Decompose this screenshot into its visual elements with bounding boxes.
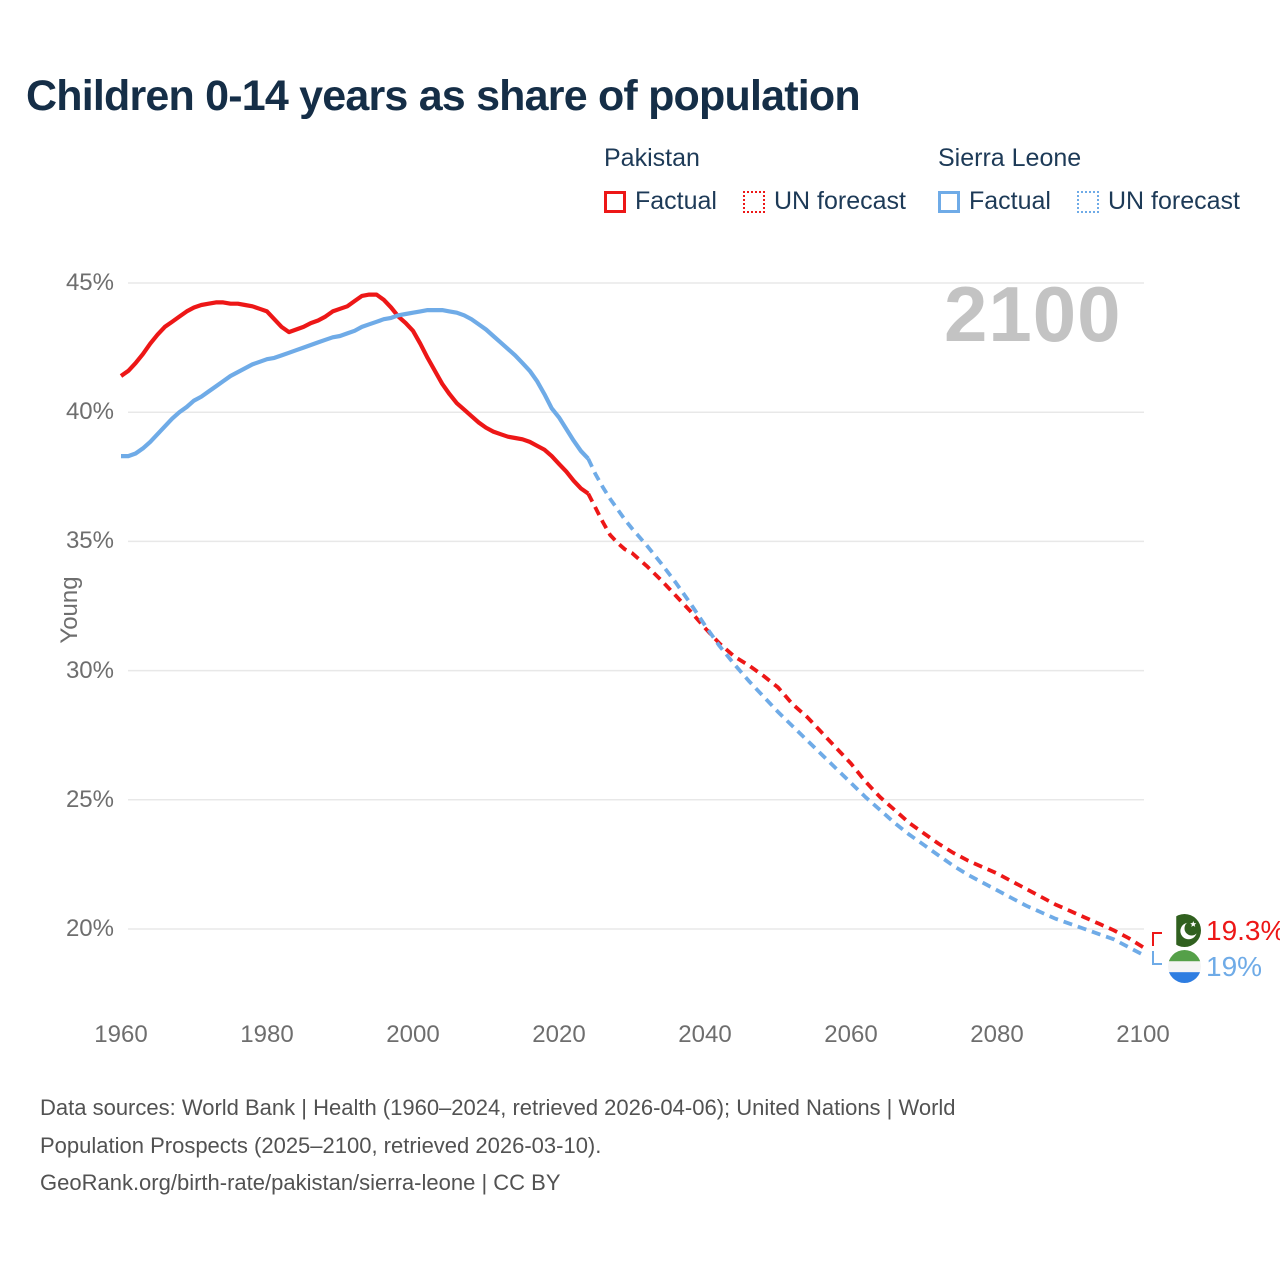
- y-tick-20%: 20%: [65, 915, 114, 942]
- pakistan-label-connector: [1152, 932, 1162, 946]
- footer-line-3: GeoRank.org/birth-rate/pakistan/sierra-l…: [40, 1170, 561, 1195]
- pakistan-end-label: 19.3%: [1168, 914, 1280, 947]
- x-tick-2100: 2100: [1116, 1021, 1170, 1048]
- sierra-leone-factual-swatch-icon: [938, 190, 960, 213]
- sierra-leone-forecast-swatch-icon: [1076, 190, 1099, 213]
- sierra-leone-label-connector: [1152, 951, 1162, 965]
- x-tick-2080: 2080: [970, 1021, 1024, 1048]
- sierra-leone-forecast-line: [586, 457, 1144, 957]
- y-axis-title: Young: [56, 576, 83, 644]
- y-tick-35%: 35%: [65, 527, 114, 555]
- x-tick-2020: 2020: [532, 1021, 586, 1048]
- chart-title: Children 0-14 years as share of populati…: [26, 72, 861, 120]
- y-tick-45%: 45%: [65, 269, 114, 296]
- pakistan-factual-line: [119, 292, 590, 496]
- sierra-leone-forecast-label: UN forecast: [1107, 187, 1240, 215]
- pakistan-flag-icon: [1168, 914, 1201, 947]
- y-tick-30%: 30%: [65, 656, 114, 684]
- footer-line-2: Population Prospects (2025–2100, retriev…: [40, 1132, 602, 1158]
- legend-group-sierra-leone: Sierra Leone Factual UN forecast: [938, 144, 1240, 216]
- sierra-leone-factual-line: [121, 308, 590, 461]
- x-tick-1960: 1960: [94, 1021, 148, 1048]
- sierra-leone-factual-label: Factual: [969, 187, 1051, 215]
- legend-country-pakistan: Pakistan: [604, 144, 700, 172]
- x-tick-1980: 1980: [240, 1021, 294, 1048]
- pakistan-forecast-line: [586, 492, 1145, 949]
- pakistan-forecast-swatch-icon: [742, 190, 765, 213]
- year-watermark: 2100: [944, 270, 1122, 358]
- pakistan-end-value: 19.3%: [1206, 915, 1280, 946]
- x-tick-2060: 2060: [824, 1021, 878, 1048]
- pakistan-factual-label: Factual: [635, 187, 717, 215]
- legend-group-pakistan: Pakistan Factual UN forecast: [604, 144, 906, 216]
- footer-sources: Data sources: World Bank | Health (1960–…: [40, 1089, 1190, 1202]
- sierra-leone-end-value: 19%: [1206, 951, 1263, 982]
- x-tick-2040: 2040: [678, 1021, 732, 1048]
- legend-country-sierra-leone: Sierra Leone: [938, 144, 1082, 172]
- sierra-leone-end-label: 19%: [1168, 950, 1262, 983]
- pakistan-forecast-label: UN forecast: [773, 187, 906, 215]
- sierra-leone-flag-icon: [1168, 950, 1201, 983]
- footer-line-1: Data sources: World Bank | Health (1960–…: [40, 1095, 956, 1120]
- pakistan-factual-swatch-icon: [604, 190, 626, 213]
- y-tick-25%: 25%: [65, 785, 114, 813]
- x-tick-2000: 2000: [386, 1021, 440, 1048]
- y-tick-40%: 40%: [65, 398, 114, 426]
